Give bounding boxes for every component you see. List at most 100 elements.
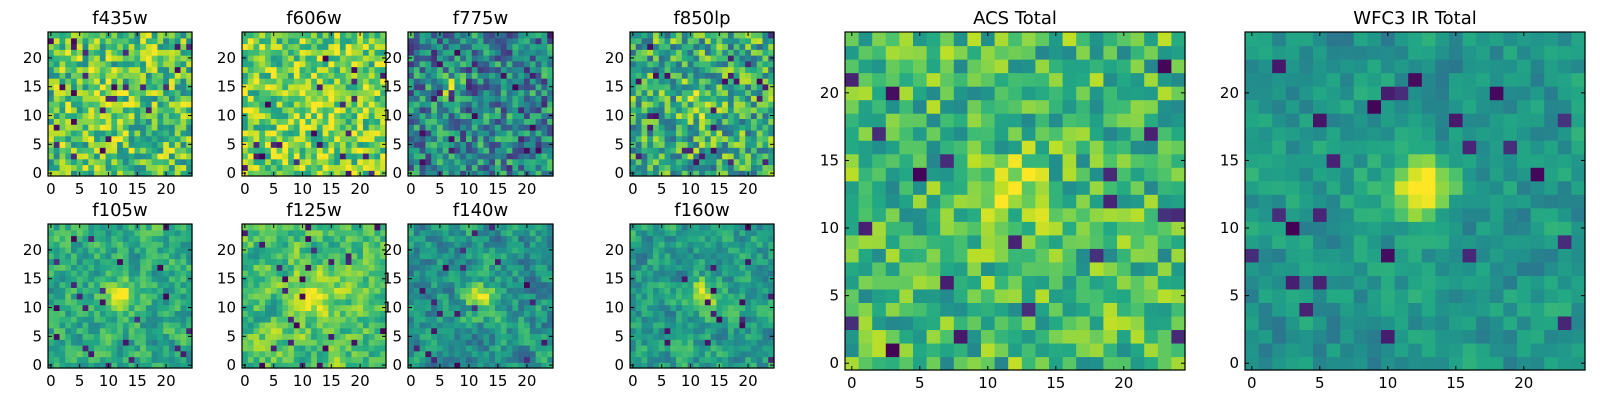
heatmap-cell <box>186 229 193 237</box>
heatmap-cell <box>65 252 72 260</box>
heatmap-cell <box>88 344 95 352</box>
heatmap-cell <box>477 298 484 306</box>
heatmap-cell <box>664 89 671 96</box>
heatmap-cell <box>259 304 266 311</box>
heatmap-cell <box>276 304 283 311</box>
heatmap-cell <box>699 60 706 68</box>
heatmap-cell <box>408 37 415 45</box>
heatmap-cell <box>750 32 758 39</box>
heatmap-cell <box>163 135 170 143</box>
heatmap-cell <box>768 37 775 45</box>
heatmap-cell <box>518 229 525 237</box>
heatmap-cell <box>500 316 508 323</box>
heatmap-cell <box>357 304 364 311</box>
heatmap-cell <box>483 247 490 254</box>
heatmap-cell <box>242 327 249 335</box>
heatmap-cell <box>351 327 358 335</box>
heatmap-cell <box>293 124 301 131</box>
heatmap-cell <box>733 147 741 154</box>
heatmap-cell <box>140 316 147 323</box>
heatmap-cell <box>693 316 700 323</box>
heatmap-cell <box>368 252 376 260</box>
heatmap-cell <box>362 72 370 79</box>
heatmap-cell <box>437 129 444 137</box>
heatmap-cell <box>357 37 364 45</box>
heatmap-cell <box>293 37 301 45</box>
heatmap-cell <box>59 164 66 171</box>
heatmap-cell <box>664 350 671 358</box>
heatmap-cell <box>641 135 648 143</box>
heatmap-cell <box>653 112 660 119</box>
heatmap-cell <box>247 106 255 114</box>
heatmap-cell <box>186 95 193 102</box>
heatmap-cell <box>259 112 266 119</box>
heatmap-cell <box>140 135 147 143</box>
heatmap-cell <box>82 247 89 254</box>
heatmap-cell <box>647 362 654 369</box>
heatmap-cell <box>163 304 170 311</box>
heatmap-cell <box>541 95 548 102</box>
heatmap-cell <box>259 66 266 73</box>
heatmap-cell <box>316 344 324 352</box>
heatmap-cell <box>471 344 479 352</box>
heatmap-cell <box>693 170 700 177</box>
heatmap-cell <box>94 147 101 154</box>
heatmap-cell <box>425 298 432 306</box>
heatmap-cell <box>48 89 55 96</box>
heatmap-cell <box>442 327 450 335</box>
heatmap-cell <box>716 298 723 306</box>
heatmap-cell <box>704 60 712 68</box>
heatmap-cell <box>466 356 473 363</box>
heatmap-cell <box>512 275 519 283</box>
heatmap-cell <box>419 60 426 68</box>
heatmap-cell <box>351 252 358 260</box>
heatmap-cell <box>145 293 153 300</box>
heatmap-cell <box>117 247 124 254</box>
heatmap-cell <box>105 310 112 317</box>
heatmap-cell <box>82 339 89 346</box>
heatmap-cell <box>174 339 182 346</box>
heatmap-cell <box>180 287 187 294</box>
heatmap-cell <box>168 129 176 137</box>
heatmap-cell <box>140 321 147 329</box>
heatmap-cell <box>489 258 496 265</box>
heatmap-cell <box>739 135 746 143</box>
heatmap-cell <box>670 287 677 294</box>
heatmap-cell <box>140 304 147 311</box>
heatmap-cell <box>722 164 729 171</box>
heatmap-cell <box>442 252 450 260</box>
heatmap-cell <box>242 316 249 323</box>
heatmap-cell <box>547 310 554 317</box>
heatmap-cell <box>163 37 170 45</box>
heatmap-cell <box>157 78 164 85</box>
heatmap-cell <box>151 293 159 300</box>
heatmap-cell <box>454 275 461 283</box>
heatmap-cell <box>117 106 124 114</box>
heatmap-cell <box>489 310 496 317</box>
heatmap-cell <box>334 129 341 137</box>
heatmap-cell <box>163 235 170 242</box>
heatmap-cell <box>442 356 450 363</box>
heatmap-cell <box>495 147 502 154</box>
heatmap-cell <box>454 43 461 50</box>
heatmap-cell <box>180 304 187 311</box>
heatmap-cell <box>756 310 764 317</box>
heatmap-cell <box>151 124 159 131</box>
heatmap-cell <box>431 258 438 265</box>
heatmap-cell <box>380 350 387 358</box>
heatmap-cell <box>687 356 694 363</box>
heatmap-cell <box>419 129 426 137</box>
heatmap-cell <box>413 60 421 68</box>
heatmap-cell <box>59 101 66 108</box>
heatmap-cell <box>413 224 421 231</box>
heatmap-cell <box>117 224 124 231</box>
heatmap-cell <box>745 310 752 317</box>
heatmap-cell <box>265 350 272 358</box>
heatmap-cell <box>48 158 55 166</box>
heatmap-cell <box>762 89 769 96</box>
heatmap-cell <box>413 164 421 171</box>
heatmap-cell <box>477 304 484 311</box>
heatmap-cell <box>82 350 89 358</box>
heatmap-cell <box>299 321 306 329</box>
heatmap-cell <box>270 333 278 340</box>
